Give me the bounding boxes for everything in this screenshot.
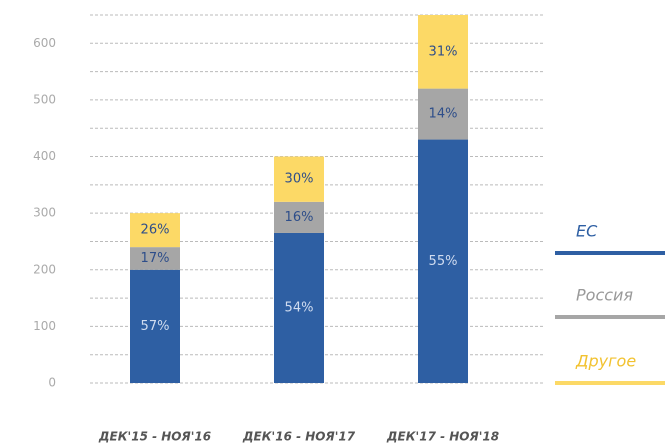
x-tick-label: ДЕК'16 - НОЯ'17 xyxy=(242,430,356,444)
bar-segment xyxy=(130,269,180,383)
bar-segment xyxy=(274,156,324,202)
segment-label: 30% xyxy=(285,172,314,187)
y-tick-label: 0 xyxy=(48,376,56,390)
bar-segment xyxy=(418,139,468,383)
segment-label: 16% xyxy=(285,210,314,225)
segment-label: 31% xyxy=(429,44,458,59)
x-tick-label: ДЕК'17 - НОЯ'18 xyxy=(386,430,499,444)
x-tick-label: ДЕК'15 - НОЯ'16 xyxy=(98,430,211,444)
segment-label: 14% xyxy=(429,107,458,122)
y-tick-label: 200 xyxy=(33,262,56,276)
segment-label: 17% xyxy=(141,251,170,266)
segment-label: 57% xyxy=(141,319,170,334)
bar-segment xyxy=(130,213,180,248)
legend-label: Другое xyxy=(575,352,636,371)
y-tick-label: 600 xyxy=(33,36,56,50)
bar-segment xyxy=(418,88,468,140)
bar-segment xyxy=(130,247,180,270)
y-tick-label: 400 xyxy=(33,149,56,163)
legend-label: Россия xyxy=(576,286,633,305)
bar-segment xyxy=(418,15,468,89)
y-tick-label: 100 xyxy=(33,319,56,333)
bar-segment xyxy=(274,201,324,233)
bar-segment xyxy=(274,232,324,383)
y-tick-label: 300 xyxy=(33,206,56,220)
segment-label: 26% xyxy=(141,223,170,238)
legend-label: ЕС xyxy=(576,222,598,241)
segment-label: 54% xyxy=(285,300,314,315)
segment-label: 55% xyxy=(429,254,458,269)
y-tick-label: 500 xyxy=(33,92,56,106)
